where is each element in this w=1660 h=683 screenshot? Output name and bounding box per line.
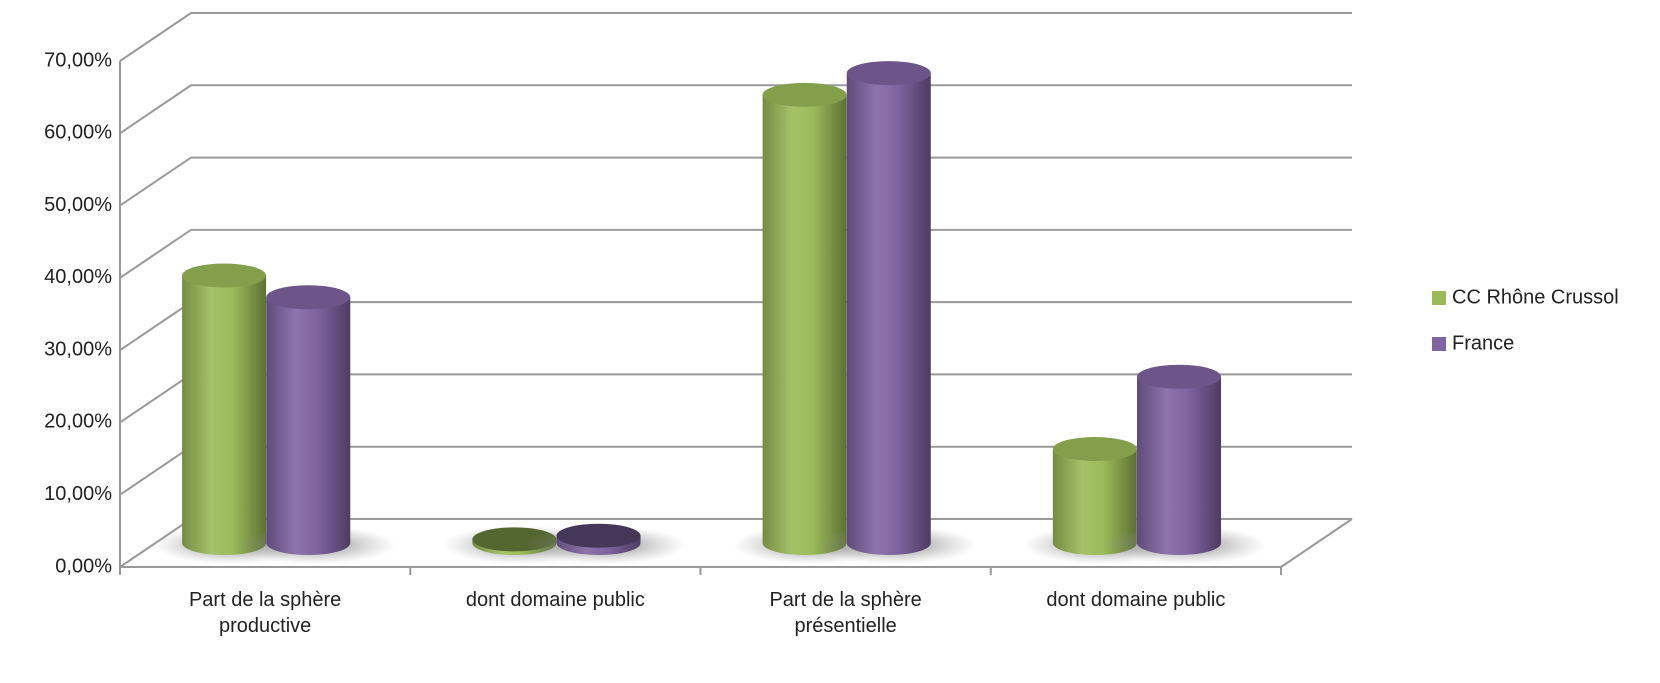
bar-top [846,61,931,86]
y-tick-label: 40,00% [44,266,112,288]
grid-line [119,228,1352,279]
floor-edge [1280,518,1353,568]
bar-top [1052,437,1137,462]
x-tick-label: Part de la sphère productive [188,589,342,637]
bar-top [1137,364,1222,389]
legend-label: CC Rhône Crussol [1452,286,1619,308]
x-tick-label: dont domaine public [465,589,645,611]
y-tick-label: 20,00% [44,411,112,433]
bar [846,73,931,556]
y-tick-label: 50,00% [44,194,112,216]
x-tick-label: Part de la sphère présentielle [769,589,922,637]
bar-top [266,285,351,310]
y-tick-label: 30,00% [44,338,112,360]
x-tick-label: dont domaine public [1046,589,1226,611]
bar [762,94,847,555]
grid-line [119,12,1352,62]
bar [182,275,267,555]
bar [266,297,351,555]
grid-line [119,84,1352,135]
bar-top [182,263,267,288]
y-tick-label: 70,00% [44,49,112,71]
legend-swatch [1432,337,1446,351]
grid-line [119,156,1352,207]
bar [1137,376,1222,555]
legend-swatch [1432,291,1446,305]
bar-top [556,523,641,548]
y-tick-label: 10,00% [44,483,112,505]
bar [1052,449,1137,555]
y-tick-label: 60,00% [44,122,112,144]
legend-label: France [1452,332,1514,354]
bar-top [762,82,847,107]
y-tick-label: 0,00% [55,555,112,577]
